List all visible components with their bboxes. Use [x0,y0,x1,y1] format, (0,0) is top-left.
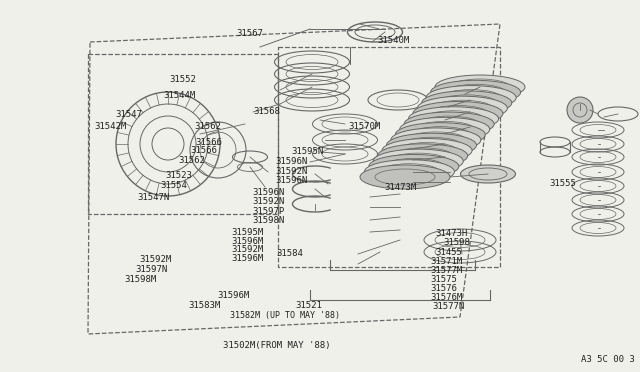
Text: 31598M: 31598M [125,275,157,284]
Text: 31540M: 31540M [378,36,410,45]
Ellipse shape [369,154,459,179]
Text: 31592M: 31592M [232,246,264,254]
Text: 31595M: 31595M [232,228,264,237]
Text: 31547: 31547 [115,110,142,119]
Ellipse shape [413,102,503,125]
Text: 31566: 31566 [191,146,218,155]
Text: 31566: 31566 [195,138,222,147]
Text: 31562: 31562 [194,122,221,131]
Text: 31597N: 31597N [136,265,168,274]
Text: 31554: 31554 [160,181,187,190]
Text: 31473H: 31473H [435,229,467,238]
Text: 31571M: 31571M [430,257,462,266]
Ellipse shape [382,138,472,163]
Text: 31596N: 31596N [253,188,285,197]
Text: A3 5C 00 3: A3 5C 00 3 [581,355,635,364]
Ellipse shape [378,144,468,168]
Text: 31567: 31567 [237,29,264,38]
Ellipse shape [360,165,450,189]
Ellipse shape [396,123,485,147]
Text: 31592M: 31592M [140,255,172,264]
Text: 31584: 31584 [276,249,303,258]
Text: 31597P: 31597P [253,207,285,216]
Text: 31596N: 31596N [275,157,307,166]
Text: 31596M: 31596M [232,237,264,246]
Ellipse shape [391,128,481,152]
Ellipse shape [435,75,525,99]
Text: 31596M: 31596M [232,254,264,263]
Text: 31577M: 31577M [430,266,462,275]
Text: 31502M(FROM MAY '88): 31502M(FROM MAY '88) [223,341,330,350]
Ellipse shape [426,86,516,110]
Text: 31552: 31552 [170,76,196,84]
Text: 31523: 31523 [165,171,192,180]
Text: 31577N: 31577N [432,302,464,311]
Ellipse shape [408,107,499,131]
Ellipse shape [461,165,515,183]
Text: 31598: 31598 [443,238,470,247]
Circle shape [567,97,593,123]
Text: 31455: 31455 [435,248,462,257]
Ellipse shape [422,91,512,115]
Text: 31596N: 31596N [275,176,307,185]
Text: 31555: 31555 [549,179,576,187]
Text: 31521: 31521 [296,301,323,310]
Text: 31568: 31568 [253,107,280,116]
Text: 31542M: 31542M [95,122,127,131]
Text: 31544M: 31544M [163,92,195,100]
Text: 31547N: 31547N [138,193,170,202]
Text: 31562: 31562 [178,156,205,165]
Ellipse shape [417,96,508,120]
Text: 31582M (UP TO MAY '88): 31582M (UP TO MAY '88) [230,311,340,320]
Text: 31583M: 31583M [189,301,221,310]
Text: 31596M: 31596M [218,291,250,300]
Ellipse shape [387,133,476,157]
Text: 31595N: 31595N [291,147,323,156]
Text: 31570M: 31570M [349,122,381,131]
Text: 31575: 31575 [430,275,457,284]
Ellipse shape [373,149,463,173]
Text: 31592N: 31592N [275,167,307,176]
Ellipse shape [400,117,490,141]
Ellipse shape [364,160,454,184]
Text: 31592N: 31592N [253,197,285,206]
Text: 31598N: 31598N [253,216,285,225]
Ellipse shape [404,112,494,136]
Ellipse shape [431,80,520,104]
Circle shape [573,103,587,117]
Text: 31576: 31576 [430,284,457,293]
Text: 31576M: 31576M [430,293,462,302]
Text: 31473M: 31473M [384,183,416,192]
